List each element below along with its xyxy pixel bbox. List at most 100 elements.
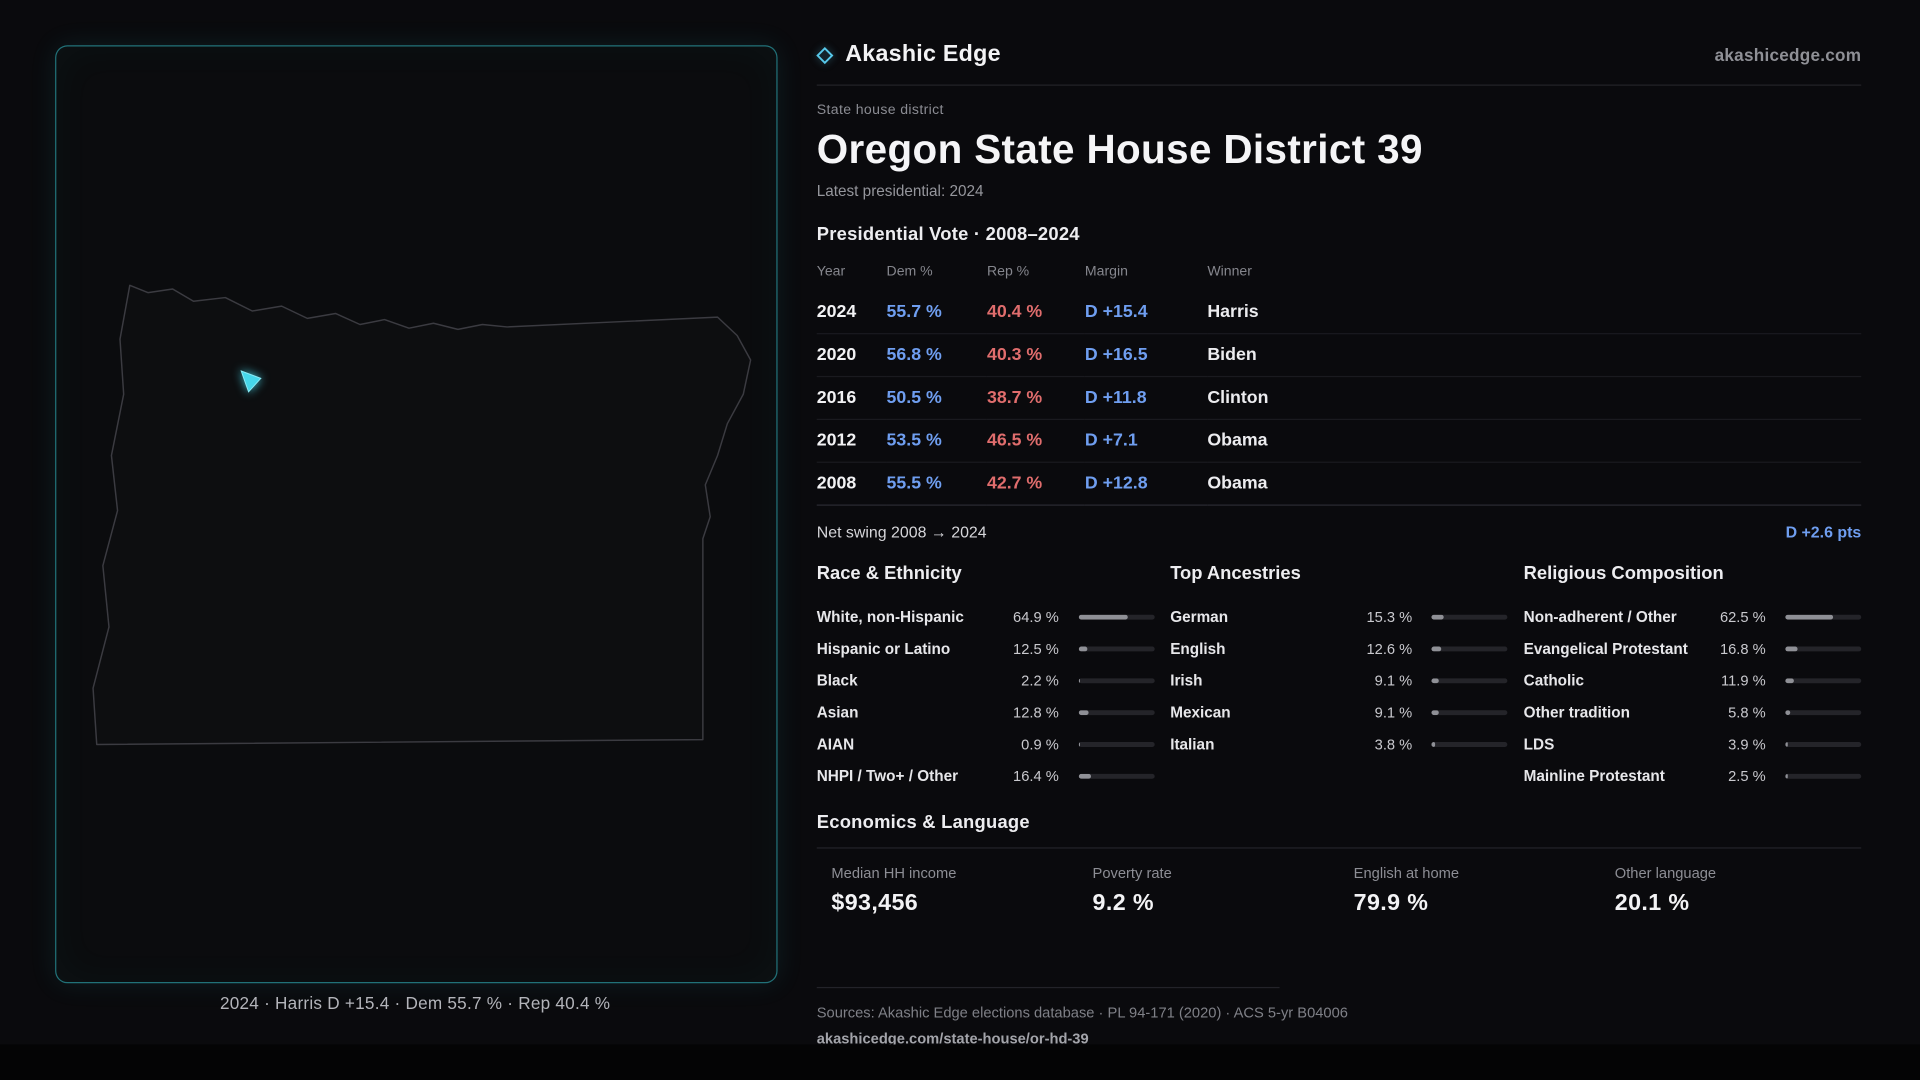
vote-winner: Harris [1207,291,1862,335]
demo-row-value: 12.6 % [1366,640,1413,658]
header-divider [816,84,1862,86]
sources-text: Sources: Akashic Edge elections database… [816,1004,1348,1022]
demo-row-bar-fill [1431,742,1435,747]
district-type-label: State house district [816,102,944,118]
demo-row: Other tradition 5.8 % [1524,697,1862,729]
demo-row: Irish 9.1 % [1170,665,1508,697]
demo-row-bar [1785,678,1862,684]
vote-section-title: Presidential Vote · 2008–2024 [816,224,1080,245]
vote-rep-pct: 42.7 % [986,462,1085,506]
demo-row-bar-fill [1785,646,1799,652]
demo-row-label: Mainline Protestant [1523,767,1665,785]
vote-table-body: 2024 55.7 % 40.4 % D +15.4 Harris 2020 56.8 % 4… [816,291,1862,506]
demo-row: Hispanic or Latino 12.5 % [817,633,1155,665]
demo-row: Catholic 11.9 % [1524,665,1862,697]
vote-dem-pct: 55.7 % [886,291,987,335]
demo-column: Religious Composition Non-adherent / Othe… [1524,563,1862,792]
demo-row-bar-fill [1431,614,1444,620]
vote-year: 2024 [816,291,887,335]
demo-row-label: Irish [1170,672,1203,690]
demo-column: Race & Ethnicity White, non-Hispanic 64.9 … [817,563,1155,792]
demo-row-bar [1078,773,1155,779]
demo-row-value: 5.8 % [1728,704,1766,722]
demo-row: English 12.6 % [1170,633,1508,665]
demo-row-value: 9.1 % [1374,704,1413,722]
vote-dem-pct: 55.5 % [886,462,987,506]
vote-winner: Clinton [1207,376,1862,421]
stat-value: 9.2 % [1092,890,1154,916]
vote-winner: Obama [1207,419,1862,463]
vote-margin: D +12.8 [1084,462,1208,506]
vote-row: 2008 55.5 % 42.7 % D +12.8 Obama [816,462,1862,506]
demo-row-label: Non-adherent / Other [1523,608,1677,626]
demo-row-value: 16.8 % [1719,640,1766,658]
demo-row-value: 12.8 % [1013,704,1059,722]
map-caption: 2024 · Harris D +15.4 · Dem 55.7 % · Rep… [219,993,611,1013]
vote-row: 2016 50.5 % 38.7 % D +11.8 Clinton [816,376,1862,421]
demo-row-bar [1078,646,1155,652]
demo-row-label: German [1170,608,1229,626]
demo-row-bar-fill [1785,773,1788,779]
footer: Sources: Akashic Edge elections database… [816,986,1861,1049]
demo-row-bar [1785,773,1862,779]
demo-row-bar [1431,614,1508,620]
vote-dem-pct: 50.5 % [886,376,987,421]
demo-row-value: 11.9 % [1721,672,1766,690]
vote-row: 2024 55.7 % 40.4 % D +15.4 Harris [816,291,1862,335]
stat-value: $93,456 [831,890,919,916]
demo-row: White, non-Hispanic 64.9 % [817,601,1155,633]
stat-label: Median HH income [831,864,957,882]
col-dem: Dem % [886,264,933,280]
demo-row-bar-fill [1785,742,1789,747]
demo-column: Top Ancestries German 15.3 % English 12.6 % I… [1170,563,1508,792]
col-winner: Winner [1207,264,1252,280]
demo-row-bar-fill [1431,710,1439,716]
vote-year: 2020 [816,333,887,378]
stat-label: English at home [1353,864,1460,882]
demo-row-label: Mexican [1170,704,1231,722]
net-swing-label: Net swing 2008 → 2024 [816,522,987,542]
permalink[interactable]: akashicedge.com/state-house/or-hd-39 [816,1029,1089,1047]
vote-dem-pct: 53.5 % [886,419,987,463]
demo-column-title: Race & Ethnicity [816,563,962,585]
demo-row-label: Evangelical Protestant [1523,640,1688,658]
demo-row-bar-fill [1078,742,1080,747]
demo-row: German 15.3 % [1170,601,1508,633]
stat-label: Other language [1614,864,1717,882]
page-title: Oregon State House District 39 [816,126,1423,172]
demo-row: Asian 12.8 % [817,697,1155,729]
demo-row-value: 3.8 % [1374,735,1413,754]
demo-row-label: AIAN [816,735,855,754]
vote-winner: Biden [1207,333,1862,378]
demo-row-bar [1431,678,1508,684]
header: ◇ Akashic Edge akashicedge.com [817,42,1861,69]
demo-row-bar [1431,646,1508,652]
economics-section-title: Economics & Language [816,811,1030,833]
net-swing-value: D +2.6 pts [1785,522,1862,542]
vote-row: 2012 53.5 % 46.5 % D +7.1 Obama [816,419,1862,463]
demo-column-title: Top Ancestries [1170,563,1301,585]
bottom-strip [0,1044,1920,1080]
stat-card: English at home 79.9 % [1339,864,1600,917]
vote-year: 2008 [816,462,887,506]
site-link[interactable]: akashicedge.com [1714,45,1862,65]
stat-label: Poverty rate [1092,864,1172,882]
presidential-vote-table: Year Dem % Rep % Margin Winner 2024 55.7 … [816,255,1862,506]
demo-row-value: 15.3 % [1366,608,1413,626]
demo-row-bar-fill [1078,773,1091,779]
oregon-outline [92,284,752,746]
demo-row: NHPI / Two+ / Other 16.4 % [817,760,1155,792]
vote-year: 2012 [816,419,887,463]
demo-row-value: 2.2 % [1021,672,1059,690]
demo-row-value: 64.9 % [1013,608,1059,626]
demo-row-bar-fill [1431,678,1439,684]
vote-row: 2020 56.8 % 40.3 % D +16.5 Biden [816,333,1862,378]
oregon-map [92,284,752,746]
demo-row-value: 3.9 % [1728,735,1766,754]
demo-row-value: 16.4 % [1013,767,1059,785]
demo-row-bar [1431,710,1508,716]
vote-dem-pct: 56.8 % [886,333,987,378]
demo-row-label: Italian [1170,735,1215,754]
demo-row-bar-fill [1785,710,1790,716]
